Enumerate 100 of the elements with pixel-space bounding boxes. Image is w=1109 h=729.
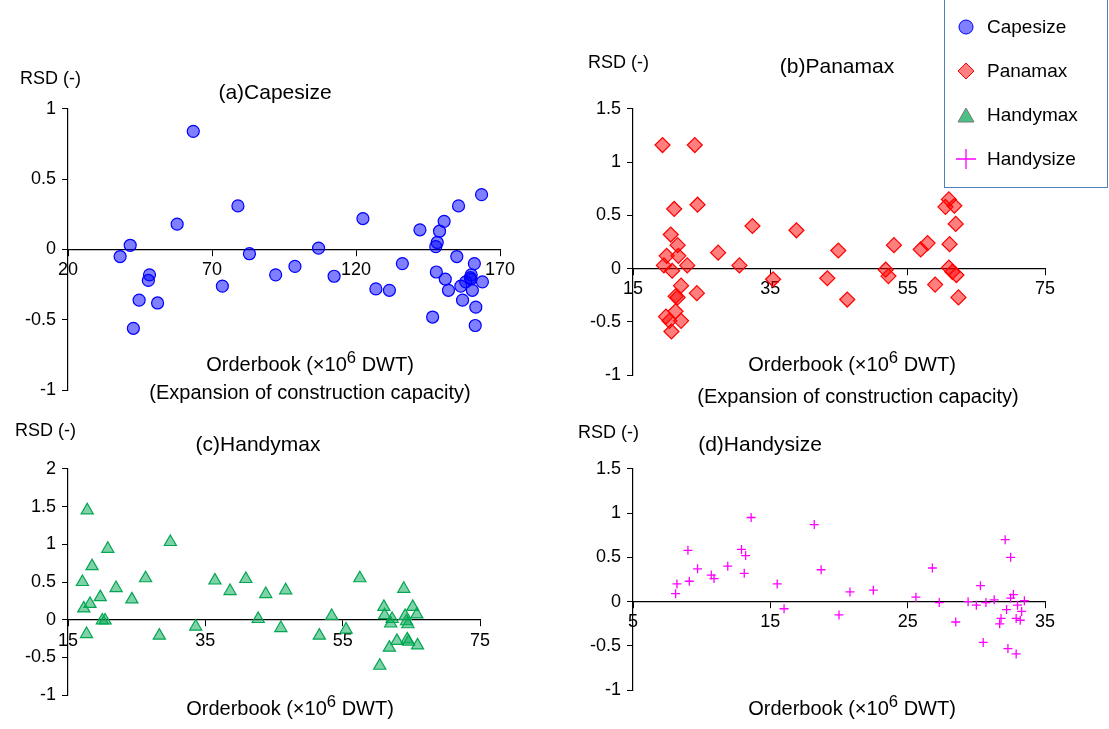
y-tick-label: 0.5 (30, 168, 56, 189)
y-tick-label: -0.5 (589, 310, 621, 331)
point (239, 571, 253, 584)
point (353, 570, 367, 583)
point (325, 608, 339, 621)
x-tick-label: 15 (760, 611, 781, 632)
point (745, 512, 757, 523)
point (962, 596, 974, 607)
point (123, 238, 137, 252)
x-axis-title: Orderbook (×10$^{6}$ DWT) (206, 348, 414, 376)
point (231, 199, 245, 213)
point (413, 223, 427, 237)
point (385, 611, 399, 624)
point (126, 321, 140, 335)
chart-title: (a)Capesize (218, 80, 332, 104)
point (465, 283, 479, 297)
point (662, 226, 679, 243)
x-tick-label: 70 (201, 259, 223, 280)
point (312, 627, 326, 640)
y-tick-label: 0.5 (595, 204, 621, 225)
x-tick-label: 35 (760, 278, 781, 299)
point (429, 265, 443, 279)
y-tick-label: 2 (45, 457, 56, 478)
y-axis-title: RSD (-) (588, 51, 649, 73)
point (269, 268, 283, 282)
x-tick-label: 170 (484, 259, 516, 280)
point (356, 211, 370, 226)
y-tick-label: 1.5 (595, 457, 621, 478)
y-tick-label: 0.5 (595, 546, 621, 567)
legend-label: Panamax (987, 60, 1068, 82)
point (941, 236, 958, 253)
y-axis-title: RSD (-) (15, 419, 76, 441)
y-tick-label: -1 (604, 679, 621, 700)
x-axis-title: Orderbook (×10$^{6}$ DWT) (748, 348, 956, 376)
point (450, 249, 464, 264)
point (451, 199, 466, 213)
y-tick-label: 1 (45, 97, 56, 118)
point (455, 293, 470, 307)
point (430, 235, 444, 250)
y-tick-label: -0.5 (24, 646, 56, 667)
point (83, 596, 97, 608)
y-tick-label: -1 (604, 364, 621, 385)
point (215, 279, 229, 293)
point (682, 545, 694, 556)
point (947, 215, 964, 232)
point (995, 613, 1007, 624)
point (672, 312, 690, 329)
point (666, 200, 683, 218)
point (927, 562, 938, 574)
y-tick-label: 1.5 (30, 495, 56, 516)
point (141, 273, 155, 288)
point (950, 616, 961, 628)
legend-label: Handysize (987, 148, 1076, 170)
point (833, 609, 845, 621)
point (927, 276, 944, 293)
point (382, 640, 397, 652)
point (132, 293, 146, 307)
point (686, 136, 703, 154)
point (426, 310, 440, 324)
point (75, 574, 90, 587)
point (671, 578, 683, 590)
y-tick-label: 1 (45, 533, 56, 554)
point (274, 620, 288, 633)
point (868, 584, 879, 596)
y-tick-label: 0 (610, 257, 621, 278)
point (839, 291, 856, 308)
point (377, 599, 391, 611)
point (788, 222, 805, 239)
point (410, 637, 425, 650)
x-tick-label: 35 (195, 629, 216, 650)
point (744, 217, 761, 235)
point (93, 589, 107, 602)
point (475, 275, 490, 289)
point (946, 197, 963, 214)
point (1002, 643, 1014, 654)
point (885, 237, 903, 254)
point (772, 578, 783, 590)
point (152, 627, 166, 640)
point (688, 285, 705, 302)
annotation: (Expansion of construction capacity) (149, 380, 471, 404)
point (663, 323, 680, 340)
point (395, 256, 409, 271)
point (437, 214, 451, 228)
point (654, 136, 671, 154)
point (474, 188, 489, 202)
point (731, 257, 748, 274)
point (679, 257, 696, 274)
y-tick-label: -0.5 (24, 308, 56, 329)
point (311, 241, 326, 255)
point (85, 558, 99, 571)
x-tick-label: 55 (897, 278, 918, 299)
point (950, 289, 967, 306)
y-tick-label: -1 (39, 684, 56, 705)
point (469, 300, 483, 314)
y-tick-label: -0.5 (589, 634, 621, 655)
y-tick-label: 0 (45, 238, 56, 259)
point (708, 573, 720, 584)
point (689, 196, 706, 213)
x-tick-label: 35 (1034, 611, 1056, 632)
x-tick-label: 55 (332, 629, 353, 650)
